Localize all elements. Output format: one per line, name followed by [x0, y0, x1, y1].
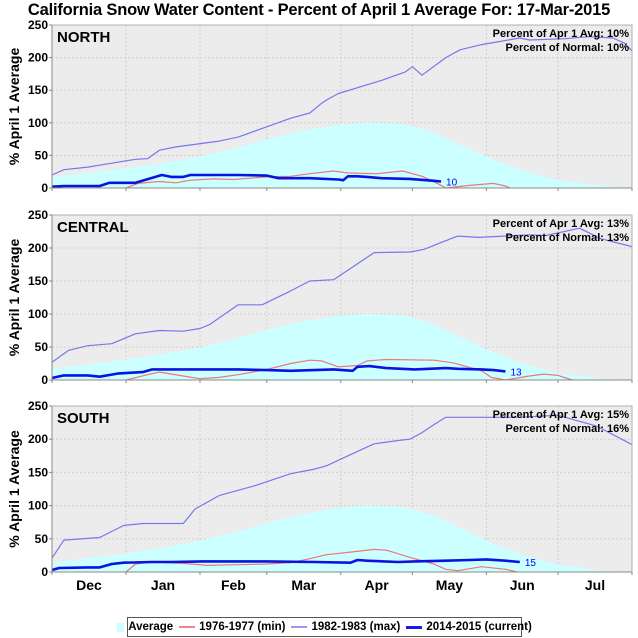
current-end-value-label: 15 [525, 558, 537, 569]
y-tick-label: 150 [28, 274, 48, 288]
region-label-north: NORTH [57, 29, 110, 46]
y-tick-label: 250 [28, 18, 48, 32]
legend-item-average: Average [117, 621, 173, 633]
y-tick-label: 50 [35, 532, 49, 546]
y-tick-label: 50 [35, 148, 49, 162]
series-min-1976-1977-line [125, 358, 573, 380]
y-tick-label: 250 [28, 399, 48, 413]
stat-percent-normal: Percent of Normal: 13% [506, 232, 630, 244]
y-tick-label: 0 [41, 373, 48, 387]
series-max-1982-1983-line [52, 36, 632, 176]
legend-label-max: 1982-1983 (max) [311, 621, 401, 633]
region-label-south: SOUTH [57, 410, 110, 427]
series-average-area [52, 505, 632, 572]
stat-percent-normal: Percent of Normal: 16% [506, 423, 630, 435]
plot-area-south [52, 414, 632, 572]
y-tick-label: 150 [28, 83, 48, 97]
legend-item-max: 1982-1983 (max) [291, 621, 400, 633]
y-axis-label: % April 1 Average [6, 239, 22, 357]
x-month-label-dec: Dec [76, 577, 102, 593]
series-max-1982-1983-line [52, 227, 632, 363]
plot-area-north [52, 36, 632, 188]
legend-item-min: 1976-1977 (min) [179, 621, 285, 633]
series-current-2014-2015-line [52, 558, 520, 572]
y-tick-label: 100 [28, 499, 48, 513]
y-tick-label: 100 [28, 307, 48, 321]
region-label-central: CENTRAL [57, 219, 129, 236]
legend: Average 1976-1977 (min) 1982-1983 (max) … [117, 617, 532, 637]
plot-area-central [52, 227, 632, 380]
y-axis-label: % April 1 Average [6, 430, 22, 548]
legend-swatch-average [117, 622, 125, 632]
y-tick-label: 200 [28, 241, 48, 255]
series-min-1976-1977-line [125, 548, 518, 572]
x-month-label-may: May [436, 577, 463, 593]
y-axis-label: % April 1 Average [6, 48, 22, 166]
series-average-area [52, 314, 632, 380]
series-current-2014-2015-line [52, 173, 442, 188]
y-tick-label: 0 [41, 565, 48, 579]
stat-percent-apr1-avg: Percent of Apr 1 Avg: 15% [493, 409, 630, 421]
y-tick-label: 200 [28, 51, 48, 65]
legend-item-current: 2014-2015 (current) [406, 621, 532, 633]
x-month-label-jun: Jun [510, 577, 535, 593]
x-month-label-apr: Apr [365, 577, 390, 593]
legend-swatch-max [291, 626, 308, 628]
legend-swatch-current [406, 625, 423, 629]
series-average-area [52, 122, 632, 188]
y-tick-label: 100 [28, 116, 48, 130]
x-month-label-jul: Jul [585, 577, 605, 593]
x-month-label-jan: Jan [151, 577, 175, 593]
x-month-label-feb: Feb [221, 577, 246, 593]
current-end-value-label: 10 [446, 177, 458, 188]
chart-title: California Snow Water Content - Percent … [27, 1, 611, 19]
series-current-2014-2015-line [52, 364, 506, 380]
x-month-label-mar: Mar [291, 577, 316, 593]
y-tick-label: 250 [28, 208, 48, 222]
y-tick-label: 150 [28, 465, 48, 479]
series-min-1976-1977-line [125, 170, 511, 188]
panel-central: 13 0 50 100 150 200 250 % April 1 Average CENTRA… [6, 208, 633, 387]
stat-percent-normal: Percent of Normal: 10% [506, 42, 630, 54]
legend-swatch-min [179, 626, 196, 628]
stat-percent-apr1-avg: Percent of Apr 1 Avg: 13% [493, 218, 630, 230]
legend-label-min: 1976-1977 (min) [199, 621, 286, 633]
current-end-value-label: 13 [510, 367, 522, 378]
y-tick-label: 50 [35, 340, 49, 354]
y-tick-label: 200 [28, 432, 48, 446]
series-max-1982-1983-line [52, 414, 632, 559]
y-tick-label: 0 [41, 181, 48, 195]
legend-label-average: Average [128, 621, 174, 633]
stat-percent-apr1-avg: Percent of Apr 1 Avg: 10% [493, 28, 630, 40]
legend-label-current: 2014-2015 (current) [426, 621, 532, 633]
